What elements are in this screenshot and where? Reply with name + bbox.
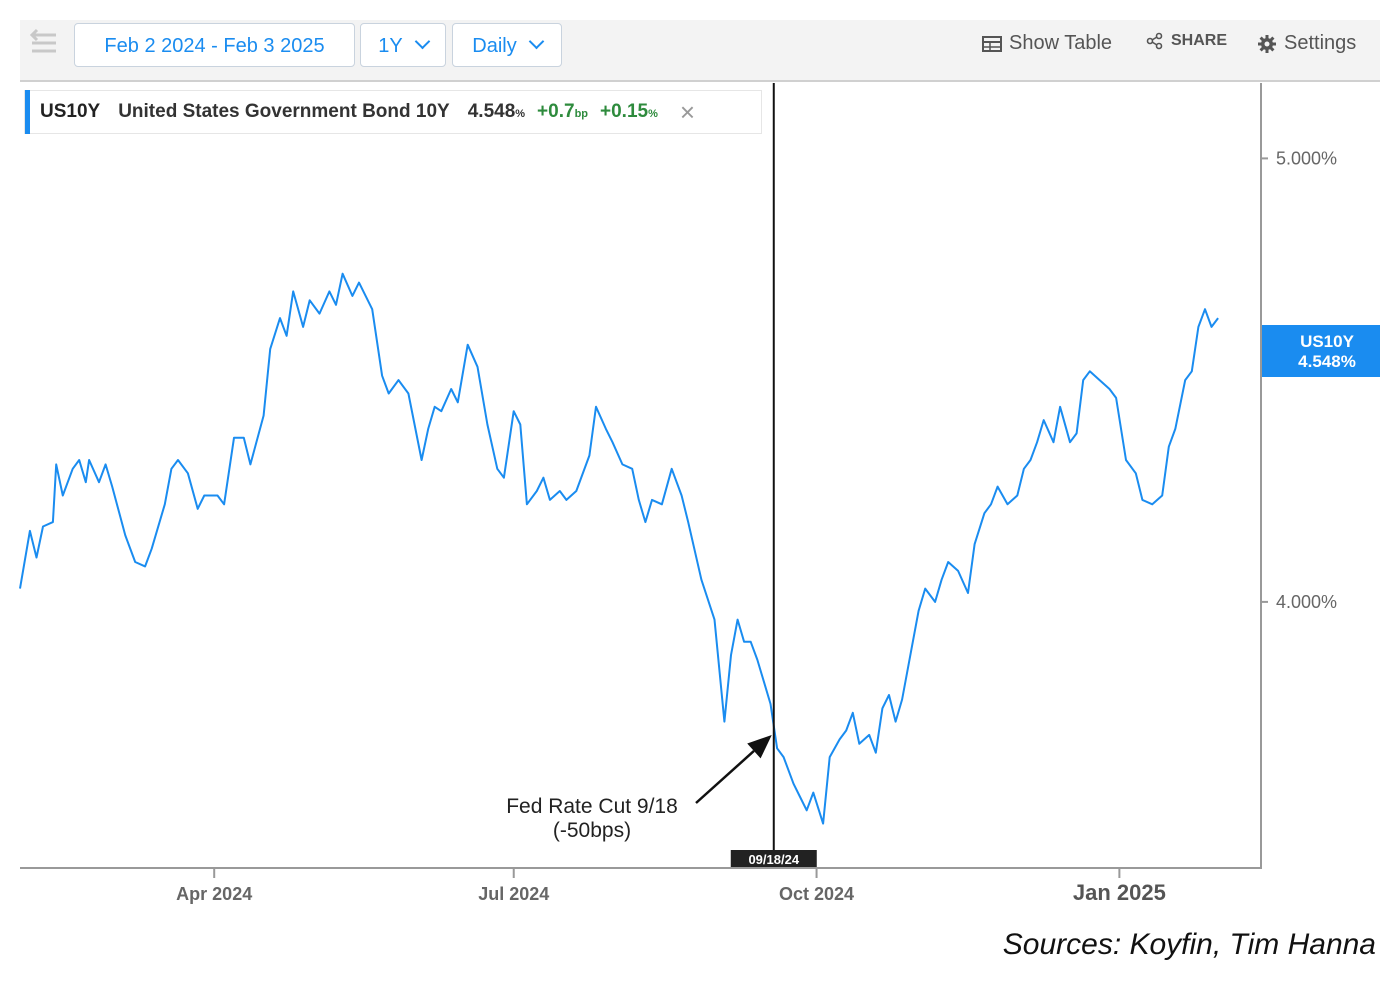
period-dropdown[interactable]: 1Y (360, 23, 446, 67)
x-tick-label: Jan 2025 (1073, 880, 1166, 905)
date-range-label: Feb 2 2024 - Feb 3 2025 (104, 35, 325, 57)
show-table-button[interactable]: Show Table (982, 32, 1112, 55)
y-tick-label: 4.000% (1276, 592, 1337, 612)
marker-date-label: 09/18/24 (730, 850, 817, 868)
share-label: SHARE (1171, 32, 1228, 49)
menu-icon[interactable] (26, 26, 60, 60)
interval-dropdown[interactable]: Daily (452, 23, 562, 67)
series-legend: US10Y United States Government Bond 10Y … (24, 90, 762, 134)
last-price-tag: US10Y 4.548% (1260, 325, 1380, 377)
legend-ticker: US10Y (40, 101, 101, 122)
legend-change-bp: +0.7bp (537, 101, 589, 122)
source-credit: Sources: Koyfin, Tim Hanna (1002, 928, 1376, 961)
gear-icon (1258, 34, 1276, 53)
rate-cut-annotation: Fed Rate Cut 9/18 (-50bps) (506, 734, 772, 842)
annotation-line-2: (-50bps) (553, 819, 631, 842)
legend-price: 4.548% (467, 101, 526, 122)
settings-label: Settings (1284, 32, 1357, 54)
table-icon (982, 35, 1002, 52)
x-tick-label: Jul 2024 (478, 884, 549, 904)
x-tick-label: Apr 2024 (176, 884, 252, 904)
tag-value: 4.548% (1298, 352, 1356, 371)
annotation-line-1: Fed Rate Cut 9/18 (506, 795, 678, 818)
series-color-bar (25, 90, 30, 134)
period-label: 1Y (378, 35, 403, 57)
share-icon (1146, 32, 1163, 50)
y-tick-label: 5.000% (1276, 148, 1337, 168)
tag-ticker: US10Y (1300, 332, 1355, 351)
price-series-line (19, 272, 1219, 825)
share-button[interactable]: SHARE (1146, 32, 1227, 50)
legend-change-pct: +0.15% (600, 101, 658, 122)
svg-text:09/18/24: 09/18/24 (748, 852, 799, 867)
show-table-label: Show Table (1009, 32, 1113, 54)
close-icon[interactable]: × (679, 97, 696, 127)
interval-label: Daily (472, 35, 517, 57)
settings-button[interactable]: Settings (1257, 32, 1356, 55)
legend-name: United States Government Bond 10Y (118, 101, 450, 122)
date-range-button[interactable]: Feb 2 2024 - Feb 3 2025 (74, 23, 355, 67)
toolbar: Feb 2 2024 - Feb 3 2025 1Y Daily Show Ta… (20, 20, 1380, 82)
x-tick-label: Oct 2024 (779, 884, 854, 904)
